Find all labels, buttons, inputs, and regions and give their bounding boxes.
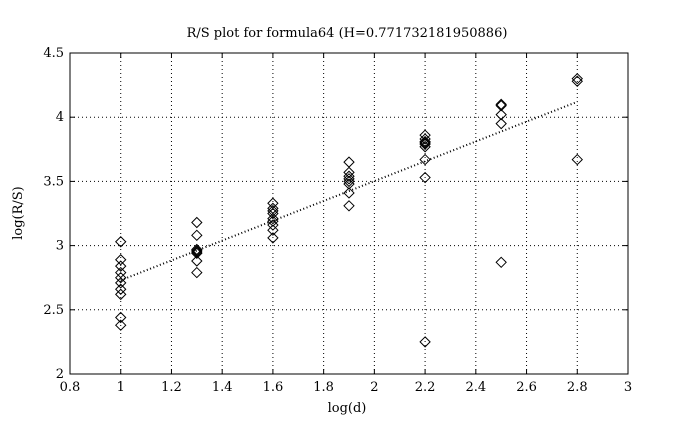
data-point-diamond bbox=[191, 243, 203, 256]
y-tick-label: 3.5 bbox=[43, 174, 64, 189]
data-point-diamond bbox=[115, 319, 127, 331]
data-point-diamond bbox=[115, 277, 127, 289]
data-point-diamond bbox=[191, 229, 203, 242]
data-point-diamond bbox=[191, 247, 203, 260]
data-point-diamond bbox=[115, 311, 127, 324]
data-point-diamond bbox=[343, 178, 355, 190]
data-point-diamond bbox=[419, 135, 431, 148]
x-axis-label: log(d) bbox=[328, 401, 367, 416]
data-point-diamond bbox=[419, 129, 431, 141]
data-point-diamond bbox=[343, 187, 355, 199]
data-point-diamond bbox=[495, 99, 507, 112]
data-point-diamond bbox=[267, 224, 279, 236]
plot-frame bbox=[69, 52, 629, 375]
x-tick-label: 1.4 bbox=[212, 380, 233, 395]
x-tick-label: 2.6 bbox=[516, 380, 537, 395]
x-tick-label: 2.4 bbox=[465, 380, 486, 395]
x-tick-label: 2.8 bbox=[567, 380, 588, 395]
fit-line bbox=[120, 100, 578, 282]
y-tick-label: 2 bbox=[56, 367, 64, 382]
data-point-diamond bbox=[191, 216, 203, 229]
chart-title: R/S plot for formula64 (H=0.771732181950… bbox=[187, 26, 508, 41]
data-point-diamond bbox=[343, 173, 355, 185]
fit-line-layer bbox=[120, 100, 578, 282]
points-layer bbox=[115, 72, 583, 348]
data-point-diamond bbox=[267, 219, 279, 231]
data-point-diamond bbox=[267, 232, 279, 244]
data-point-diamond bbox=[343, 156, 355, 168]
data-point-diamond bbox=[343, 200, 355, 212]
data-point-diamond bbox=[419, 153, 431, 166]
data-point-diamond bbox=[419, 141, 431, 153]
data-point-diamond bbox=[571, 75, 583, 87]
y-tick-label: 2.5 bbox=[43, 303, 64, 318]
data-point-diamond bbox=[115, 288, 127, 301]
data-point-diamond bbox=[115, 283, 127, 295]
x-tick-label: 0.8 bbox=[60, 380, 81, 395]
y-tick-label: 3 bbox=[56, 239, 64, 254]
data-point-diamond bbox=[495, 117, 507, 130]
data-point-diamond bbox=[191, 246, 203, 258]
data-point-diamond bbox=[495, 256, 507, 268]
x-tick-label: 1.8 bbox=[313, 380, 334, 395]
data-point-diamond bbox=[419, 133, 431, 145]
x-tick-label: 3 bbox=[624, 380, 632, 395]
data-point-diamond bbox=[419, 336, 431, 348]
data-point-diamond bbox=[191, 255, 203, 267]
data-point-diamond bbox=[419, 138, 431, 150]
x-tick-label: 2.2 bbox=[415, 380, 436, 395]
data-point-diamond bbox=[115, 236, 127, 248]
data-point-diamond bbox=[419, 171, 431, 184]
x-tick-label: 1.6 bbox=[263, 380, 284, 395]
y-axis-label: log(R/S) bbox=[11, 186, 26, 240]
data-point-diamond bbox=[267, 212, 279, 225]
x-tick-label: 2 bbox=[370, 380, 378, 395]
data-point-diamond bbox=[115, 271, 127, 284]
data-point-diamond bbox=[495, 108, 507, 121]
data-point-diamond bbox=[571, 72, 583, 85]
y-tick-label: 4.5 bbox=[43, 46, 64, 61]
data-point-diamond bbox=[571, 153, 583, 166]
data-point-diamond bbox=[419, 137, 431, 149]
data-point-diamond bbox=[115, 260, 127, 272]
data-point-diamond bbox=[267, 207, 279, 220]
data-point-diamond bbox=[343, 170, 355, 182]
data-point-diamond bbox=[343, 175, 355, 188]
data-point-diamond bbox=[115, 254, 127, 266]
y-tick-label: 4 bbox=[56, 110, 64, 125]
data-point-diamond bbox=[267, 215, 279, 227]
axis-ticks: 0.8 1 1.2 1.4 1.6 1.8 2 2.2 2.4 2.6 2.8 3 2 2.5 3 3.5 4 4… bbox=[43, 46, 632, 395]
x-tick-label: 1.2 bbox=[161, 380, 182, 395]
grid bbox=[70, 53, 628, 374]
x-tick-label: 1 bbox=[117, 380, 125, 395]
data-point-diamond bbox=[191, 266, 203, 279]
data-point-diamond bbox=[343, 166, 355, 179]
